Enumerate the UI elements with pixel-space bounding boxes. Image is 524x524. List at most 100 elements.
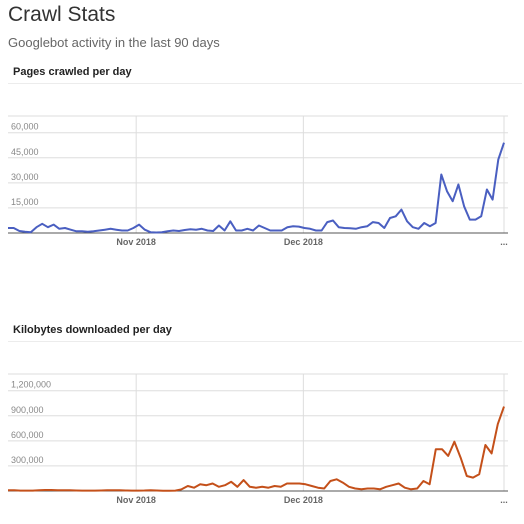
data-point: [349, 227, 351, 229]
data-point: [106, 489, 108, 491]
data-point: [317, 487, 319, 489]
x-tick-label: Nov 2018: [116, 237, 156, 247]
data-point: [252, 230, 254, 232]
data-point: [491, 452, 493, 454]
y-tick-label: 900,000: [11, 405, 44, 415]
data-point: [286, 226, 288, 228]
pages-chart-divider: [8, 83, 522, 84]
data-point: [50, 489, 52, 491]
data-point: [172, 230, 174, 232]
data-point: [94, 490, 96, 492]
data-point: [367, 488, 369, 490]
data-point: [416, 488, 418, 490]
data-point: [418, 228, 420, 230]
data-point: [281, 230, 283, 232]
y-tick-label: 15,000: [11, 197, 39, 207]
data-point: [326, 221, 328, 223]
data-point: [309, 228, 311, 230]
data-point: [315, 230, 317, 232]
data-point: [446, 190, 448, 192]
data-point: [69, 489, 71, 491]
data-point: [354, 488, 356, 490]
data-point: [321, 230, 323, 232]
x-tick-label: Dec 2018: [284, 237, 323, 247]
data-point: [497, 159, 499, 161]
data-point: [486, 189, 488, 191]
data-point: [472, 477, 474, 479]
data-point: [229, 220, 231, 222]
data-point: [207, 230, 209, 232]
data-point: [261, 486, 263, 488]
data-point: [497, 423, 499, 425]
data-point: [104, 229, 106, 231]
data-point: [360, 488, 362, 490]
data-point: [167, 230, 169, 232]
data-point: [452, 200, 454, 202]
data-point: [132, 227, 134, 229]
data-point: [131, 490, 133, 492]
data-point: [144, 229, 146, 231]
data-point: [155, 232, 157, 234]
kilobytes-chart-title: Kilobytes downloaded per day: [13, 324, 172, 336]
data-point: [460, 457, 462, 459]
y-tick-label: 60,000: [11, 122, 39, 132]
page-title: Crawl Stats: [8, 3, 116, 26]
data-point: [275, 230, 277, 232]
data-point: [47, 226, 49, 228]
data-point: [7, 227, 9, 229]
data-point: [249, 486, 251, 488]
data-point: [38, 489, 40, 491]
data-point: [13, 227, 15, 229]
data-point: [269, 230, 271, 232]
data-point: [115, 229, 117, 231]
data-point: [13, 489, 15, 491]
data-point: [112, 489, 114, 491]
data-point: [398, 483, 400, 485]
data-point: [41, 223, 43, 225]
data-point: [469, 219, 471, 221]
data-point: [480, 215, 482, 217]
data-point: [98, 230, 100, 232]
data-point: [429, 225, 431, 227]
data-point: [503, 142, 505, 144]
y-tick-label: 300,000: [11, 455, 44, 465]
data-point: [201, 228, 203, 230]
data-point: [150, 489, 152, 491]
page-subtitle: Googlebot activity in the last 90 days: [8, 35, 220, 50]
data-point: [57, 489, 59, 491]
data-point: [125, 490, 127, 492]
data-point: [292, 483, 294, 485]
data-point: [81, 490, 83, 492]
data-point: [174, 490, 176, 492]
data-point: [264, 227, 266, 229]
data-point: [224, 230, 226, 232]
data-point: [329, 480, 331, 482]
data-point: [44, 489, 46, 491]
data-point: [435, 222, 437, 224]
data-point: [422, 480, 424, 482]
x-tick-label: ...: [500, 237, 508, 247]
data-point: [373, 488, 375, 490]
data-point: [236, 486, 238, 488]
x-tick-label: ...: [500, 495, 508, 505]
data-point: [187, 485, 189, 487]
data-point: [162, 490, 164, 492]
x-tick-label: Nov 2018: [116, 495, 156, 505]
data-point: [110, 228, 112, 230]
data-point: [336, 478, 338, 480]
data-point: [30, 231, 32, 233]
data-point: [199, 483, 201, 485]
data-point: [195, 229, 197, 231]
y-tick-label: 600,000: [11, 430, 44, 440]
data-point: [280, 486, 282, 488]
data-point: [212, 230, 214, 232]
data-point: [343, 227, 345, 229]
data-point: [423, 222, 425, 224]
data-point: [143, 490, 145, 492]
data-point: [311, 485, 313, 487]
data-point: [323, 488, 325, 490]
series-line: [8, 142, 505, 234]
data-point: [168, 490, 170, 492]
data-point: [87, 231, 89, 233]
